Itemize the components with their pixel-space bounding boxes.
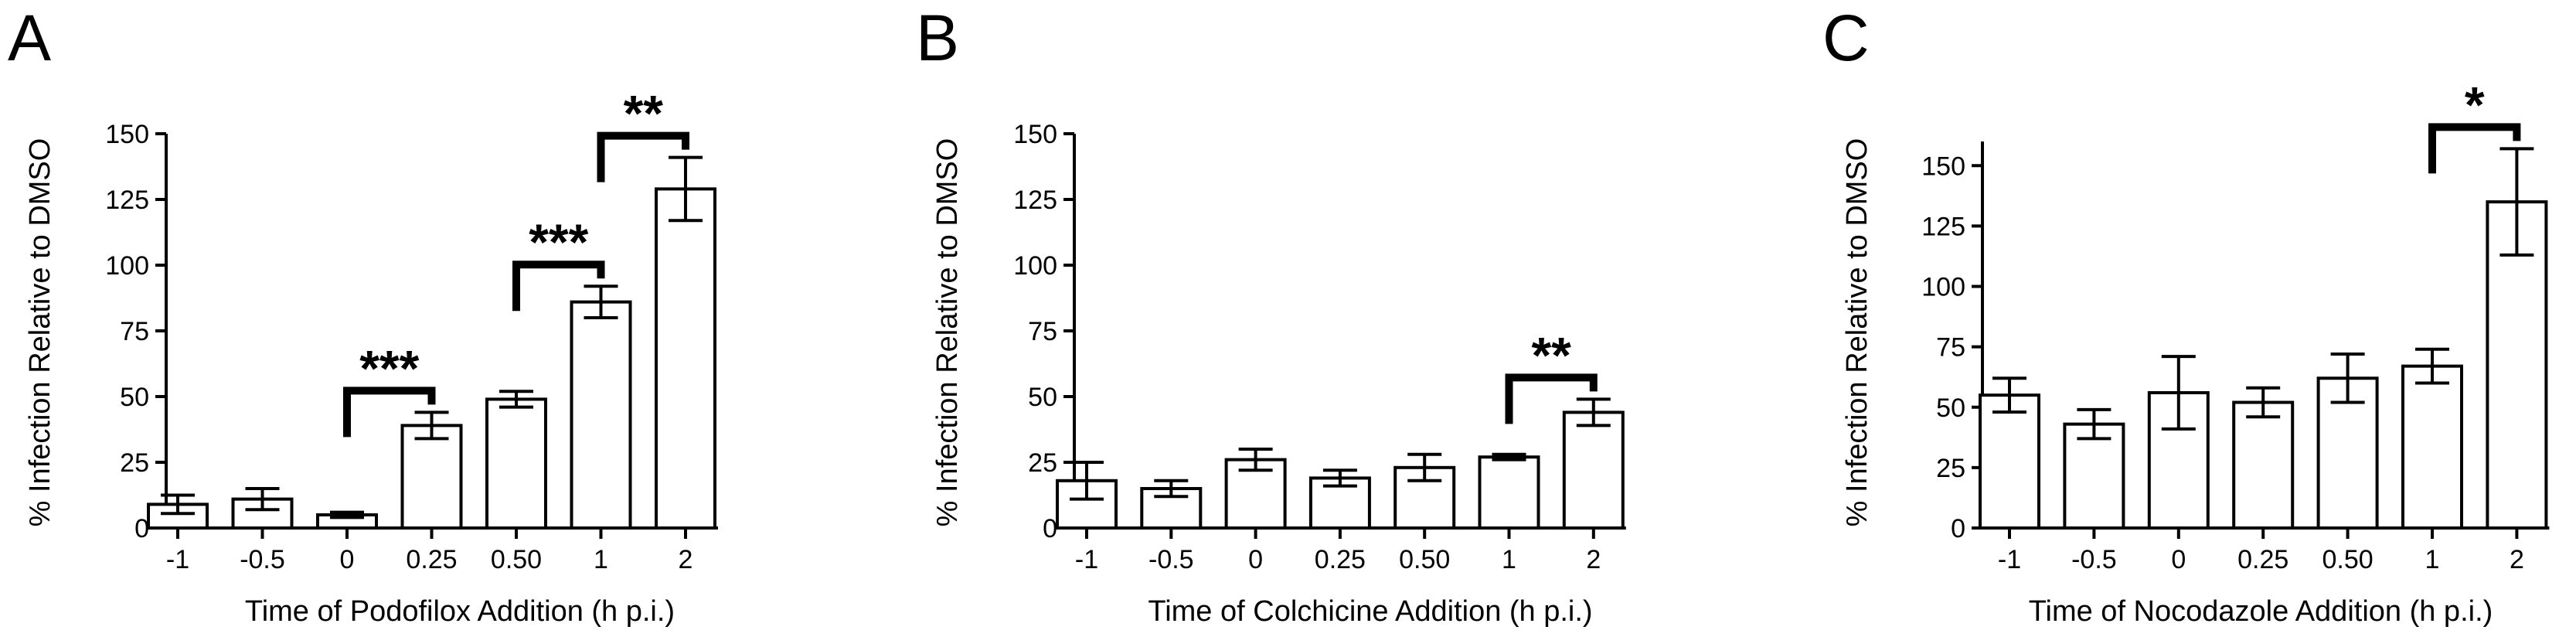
x-tick-label: 2 bbox=[679, 545, 693, 574]
x-tick-label: 2 bbox=[1586, 545, 1601, 574]
bar bbox=[2063, 422, 2125, 530]
y-tick-label: 150 bbox=[1921, 152, 1965, 181]
x-axis-label: Time of Colchicine Addition (h p.i.) bbox=[1148, 595, 1592, 628]
x-tick-label: 1 bbox=[2425, 545, 2440, 574]
y-tick-label: 0 bbox=[1951, 514, 1965, 543]
y-axis-label: % Infection Relative to DMSO bbox=[24, 138, 56, 527]
plot-area: 0 25 50 75 100 125 150 -1 -0.5 0 0.25 0.50 1 2 ** bbox=[1013, 120, 1626, 574]
significance-bracket bbox=[343, 387, 436, 438]
x-tick-label: 0.50 bbox=[491, 545, 542, 574]
panel-letter: C bbox=[1822, 2, 1870, 74]
x-tick-label: 0.50 bbox=[2322, 545, 2374, 574]
y-tick-label: 50 bbox=[1936, 393, 1965, 423]
significance-label: ** bbox=[624, 85, 664, 142]
y-tick-label: 125 bbox=[1013, 186, 1057, 215]
y-tick-label: 25 bbox=[1028, 448, 1057, 478]
bar bbox=[400, 424, 463, 530]
bar bbox=[1478, 455, 1540, 530]
y-tick-label: 100 bbox=[105, 251, 149, 281]
y-tick-label: 25 bbox=[1936, 454, 1965, 483]
x-tick-label: -0.5 bbox=[240, 545, 285, 574]
y-axis-label: % Infection Relative to DMSO bbox=[931, 138, 964, 527]
x-axis-label: Time of Podofilox Addition (h p.i.) bbox=[245, 595, 675, 628]
significance-label: *** bbox=[529, 213, 588, 271]
bar bbox=[485, 397, 547, 530]
significance-label: *** bbox=[359, 339, 419, 397]
y-tick-label: 0 bbox=[1043, 514, 1057, 543]
y-tick-label: 75 bbox=[1028, 317, 1057, 346]
x-tick-label: 0.25 bbox=[1315, 545, 1366, 574]
bar bbox=[2401, 364, 2463, 530]
significance-label: ** bbox=[1531, 326, 1571, 383]
significance-bracket bbox=[512, 261, 605, 312]
significance-bracket bbox=[2428, 123, 2521, 174]
chart-panel-c: C % Infection Relative to DMSO Time of N… bbox=[1822, 2, 2550, 628]
y-tick-label: 75 bbox=[1936, 333, 1965, 363]
y-tick-label: 100 bbox=[1013, 251, 1057, 281]
x-axis-label: Time of Nocodazole Addition (h p.i.) bbox=[2029, 595, 2493, 628]
bar bbox=[1562, 410, 1625, 530]
y-tick-label: 25 bbox=[120, 448, 149, 478]
bar bbox=[1979, 393, 2040, 530]
x-tick-label: -0.5 bbox=[1148, 545, 1194, 574]
significance-label: * bbox=[2465, 76, 2485, 133]
chart-panel-b: B % Infection Relative to DMSO Time of C… bbox=[916, 2, 1626, 628]
y-tick-label: 125 bbox=[105, 186, 149, 215]
y-tick-label: 50 bbox=[120, 383, 149, 412]
x-tick-label: -1 bbox=[166, 545, 189, 574]
y-axis-label: % Infection Relative to DMSO bbox=[1841, 138, 1873, 527]
bar bbox=[2232, 400, 2295, 530]
x-tick-label: 0.25 bbox=[2237, 545, 2288, 574]
y-tick-label: 100 bbox=[1921, 273, 1965, 302]
x-tick-label: 1 bbox=[594, 545, 608, 574]
y-tick-label: 150 bbox=[1013, 120, 1057, 149]
y-tick-label: 0 bbox=[134, 514, 149, 543]
x-tick-label: 0 bbox=[2171, 545, 2186, 574]
y-tick-label: 150 bbox=[105, 120, 149, 149]
x-tick-label: -1 bbox=[1998, 545, 2021, 574]
plot-area: 0 25 50 75 100 125 150 -1 -0.5 0 0.25 0.50 1 2 * bbox=[1921, 76, 2550, 574]
significance-bracket bbox=[597, 131, 689, 182]
panel-letter: A bbox=[8, 2, 51, 74]
x-tick-label: 0 bbox=[340, 545, 355, 574]
bar bbox=[655, 187, 716, 530]
x-tick-label: 0.25 bbox=[406, 545, 457, 574]
x-tick-label: 2 bbox=[2510, 545, 2524, 574]
bar bbox=[570, 300, 632, 530]
bar bbox=[1308, 476, 1371, 530]
y-tick-label: 50 bbox=[1028, 383, 1057, 412]
y-tick-label: 75 bbox=[120, 317, 149, 346]
x-tick-label: 0 bbox=[1248, 545, 1263, 574]
x-tick-label: 1 bbox=[1502, 545, 1516, 574]
y-tick-label: 125 bbox=[1921, 212, 1965, 241]
significance-bracket bbox=[1505, 373, 1598, 424]
x-tick-label: -0.5 bbox=[2071, 545, 2117, 574]
panel-letter: B bbox=[916, 2, 959, 74]
x-tick-label: -1 bbox=[1075, 545, 1098, 574]
chart-panel-a: A % Infection Relative to DMSO Time of P… bbox=[8, 2, 718, 628]
x-tick-label: 0.50 bbox=[1399, 545, 1450, 574]
